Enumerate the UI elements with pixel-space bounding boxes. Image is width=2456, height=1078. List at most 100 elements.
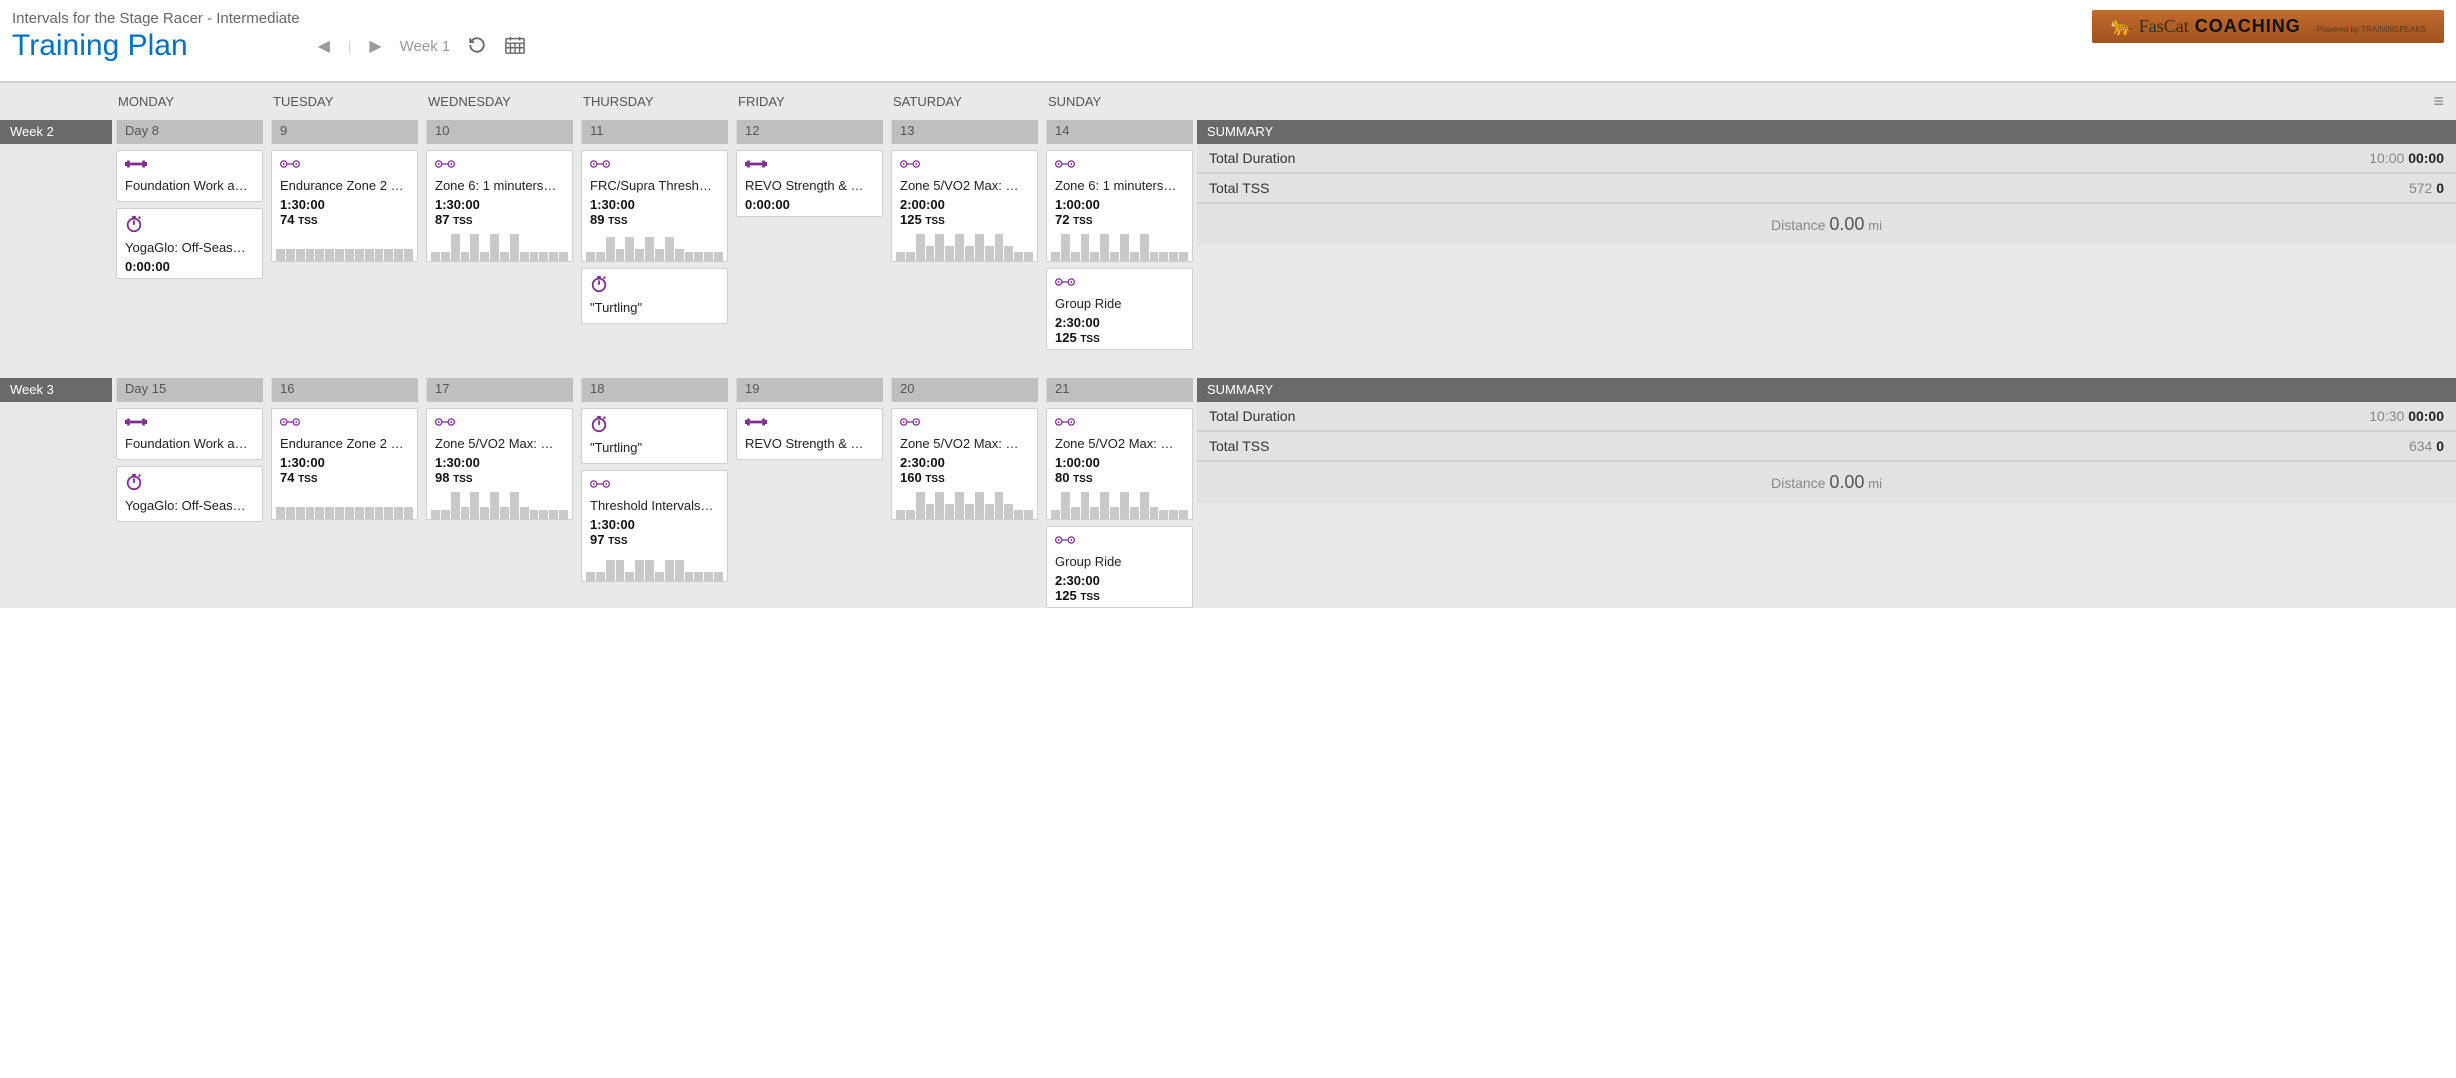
- workout-duration: 1:30:00: [590, 517, 719, 532]
- cards-container: Foundation Work a… YogaGlo: Off-Seas…0:0…: [116, 150, 263, 279]
- workout-card[interactable]: YogaGlo: Off-Seas…: [116, 466, 263, 522]
- workout-card[interactable]: REVO Strength & …0:00:00: [736, 150, 883, 217]
- day-number: 20: [891, 378, 1038, 402]
- workout-card[interactable]: Endurance Zone 2 …1:30:0074 TSS: [271, 150, 418, 262]
- workout-tss: 125 TSS: [1055, 588, 1184, 603]
- header: Intervals for the Stage Racer - Intermed…: [0, 0, 2456, 81]
- stopwatch-icon: [590, 415, 608, 436]
- cards-container: Zone 6: 1 minuters…1:30:0087 TSS: [426, 150, 573, 262]
- bike-icon: [590, 477, 610, 494]
- prev-week-button[interactable]: ◀: [318, 36, 330, 56]
- summary-body: Total Duration10:30 00:00Total TSS634 0D…: [1197, 402, 2456, 503]
- logo-icon: 🐆: [2110, 16, 2132, 37]
- nav-separator: |: [348, 39, 351, 54]
- week-row: Week 2Day 8 Foundation Work a… YogaGlo: …: [0, 120, 2456, 350]
- day-column: 14 Zone 6: 1 minuters…1:00:0072 TSS Grou…: [1042, 120, 1197, 350]
- workout-card[interactable]: Foundation Work a…: [116, 408, 263, 460]
- bike-icon: [590, 157, 610, 174]
- workout-name: Zone 6: 1 minuters…: [1055, 178, 1184, 193]
- day-column: Day 15 Foundation Work a… YogaGlo: Off-S…: [112, 378, 267, 608]
- refresh-icon[interactable]: [468, 36, 486, 57]
- dh-wed: WEDNESDAY: [422, 94, 577, 109]
- day-column: 21 Zone 5/VO2 Max: …1:00:0080 TSS Group …: [1042, 378, 1197, 608]
- calendar-grid: MONDAY TUESDAY WEDNESDAY THURSDAY FRIDAY…: [0, 81, 2456, 608]
- cards-container: Zone 5/VO2 Max: …2:30:00160 TSS: [891, 408, 1038, 520]
- workout-card[interactable]: Zone 6: 1 minuters…1:00:0072 TSS: [1046, 150, 1193, 262]
- workout-card[interactable]: Group Ride2:30:00125 TSS: [1046, 268, 1193, 350]
- day-column: 10 Zone 6: 1 minuters…1:30:0087 TSS: [422, 120, 577, 350]
- workout-name: "Turtling": [590, 300, 719, 315]
- summary-tss: Total TSS634 0: [1197, 432, 2456, 462]
- day-number: 19: [736, 378, 883, 402]
- workout-name: YogaGlo: Off-Seas…: [125, 240, 254, 255]
- workout-card[interactable]: Zone 6: 1 minuters…1:30:0087 TSS: [426, 150, 573, 262]
- dumbbell-icon: [125, 415, 147, 432]
- workout-card[interactable]: YogaGlo: Off-Seas…0:00:00: [116, 208, 263, 279]
- summary-column: SUMMARYTotal Duration10:30 00:00Total TS…: [1197, 378, 2456, 608]
- dh-tue: TUESDAY: [267, 94, 422, 109]
- workout-card[interactable]: "Turtling": [581, 408, 728, 464]
- workout-tss: 72 TSS: [1055, 212, 1184, 227]
- summary-column: SUMMARYTotal Duration10:00 00:00Total TS…: [1197, 120, 2456, 350]
- dh-sun: SUNDAY: [1042, 94, 1197, 109]
- workout-name: Zone 6: 1 minuters…: [435, 178, 564, 193]
- workout-name: Foundation Work a…: [125, 178, 254, 193]
- dumbbell-icon: [125, 157, 147, 174]
- bike-icon: [435, 415, 455, 432]
- cards-container: Endurance Zone 2 …1:30:0074 TSS: [271, 408, 418, 520]
- week-row: Week 3Day 15 Foundation Work a… YogaGlo:…: [0, 378, 2456, 608]
- workout-duration: 1:30:00: [280, 455, 409, 470]
- workout-card[interactable]: Zone 5/VO2 Max: …1:30:0098 TSS: [426, 408, 573, 520]
- workout-tss: 125 TSS: [900, 212, 1029, 227]
- workout-card[interactable]: Threshold Intervals…1:30:0097 TSS: [581, 470, 728, 582]
- cards-container: Zone 5/VO2 Max: …2:00:00125 TSS: [891, 150, 1038, 262]
- workout-card[interactable]: Endurance Zone 2 …1:30:0074 TSS: [271, 408, 418, 520]
- summary-body: Total Duration10:00 00:00Total TSS572 0D…: [1197, 144, 2456, 245]
- workout-card[interactable]: Zone 5/VO2 Max: …2:30:00160 TSS: [891, 408, 1038, 520]
- logo-badge: 🐆 FasCat COACHING Powered by TRAININGPEA…: [2092, 10, 2444, 43]
- day-column: 20 Zone 5/VO2 Max: …2:30:00160 TSS: [887, 378, 1042, 608]
- workout-name: "Turtling": [590, 440, 719, 455]
- stopwatch-icon: [590, 275, 608, 296]
- workout-card[interactable]: FRC/Supra Thresh…1:30:0089 TSS: [581, 150, 728, 262]
- bike-icon: [1055, 157, 1075, 174]
- workout-name: Endurance Zone 2 …: [280, 178, 409, 193]
- bike-icon: [900, 157, 920, 174]
- workout-card[interactable]: Zone 5/VO2 Max: …1:00:0080 TSS: [1046, 408, 1193, 520]
- workout-sparkline: [427, 491, 572, 519]
- workout-card[interactable]: REVO Strength & …: [736, 408, 883, 460]
- day-column: 18 "Turtling" Threshold Intervals…1:30:0…: [577, 378, 732, 608]
- dh-mon: MONDAY: [112, 94, 267, 109]
- workout-name: Threshold Intervals…: [590, 498, 719, 513]
- calendar-icon[interactable]: [504, 35, 526, 58]
- workout-duration: 2:30:00: [1055, 573, 1184, 588]
- summary-distance: Distance 0.00 mi: [1197, 462, 2456, 503]
- cards-container: FRC/Supra Thresh…1:30:0089 TSS "Turtling…: [581, 150, 728, 324]
- bike-icon: [280, 157, 300, 174]
- week-indicator: Week 1: [400, 38, 451, 55]
- day-column: 17 Zone 5/VO2 Max: …1:30:0098 TSS: [422, 378, 577, 608]
- next-week-button[interactable]: ▶: [369, 36, 381, 56]
- page-title: Training Plan: [12, 29, 188, 63]
- bike-icon: [900, 415, 920, 432]
- workout-card[interactable]: "Turtling": [581, 268, 728, 324]
- day-number: 12: [736, 120, 883, 144]
- workout-card[interactable]: Zone 5/VO2 Max: …2:00:00125 TSS: [891, 150, 1038, 262]
- bike-icon: [1055, 415, 1075, 432]
- workout-tss: 89 TSS: [590, 212, 719, 227]
- day-number: 11: [581, 120, 728, 144]
- summary-header: SUMMARY: [1197, 120, 2456, 144]
- workout-tss: 98 TSS: [435, 470, 564, 485]
- workout-name: Zone 5/VO2 Max: …: [1055, 436, 1184, 451]
- workout-card[interactable]: Foundation Work a…: [116, 150, 263, 202]
- workout-sparkline: [582, 553, 727, 581]
- dumbbell-icon: [745, 157, 767, 174]
- workout-name: Zone 5/VO2 Max: …: [900, 436, 1029, 451]
- day-number: 21: [1046, 378, 1193, 402]
- summary-duration: Total Duration10:00 00:00: [1197, 144, 2456, 174]
- workout-duration: 2:30:00: [900, 455, 1029, 470]
- grid-menu-icon[interactable]: ≡: [1197, 91, 2456, 112]
- workout-card[interactable]: Group Ride2:30:00125 TSS: [1046, 526, 1193, 608]
- cards-container: REVO Strength & …: [736, 408, 883, 460]
- workout-duration: 1:30:00: [435, 197, 564, 212]
